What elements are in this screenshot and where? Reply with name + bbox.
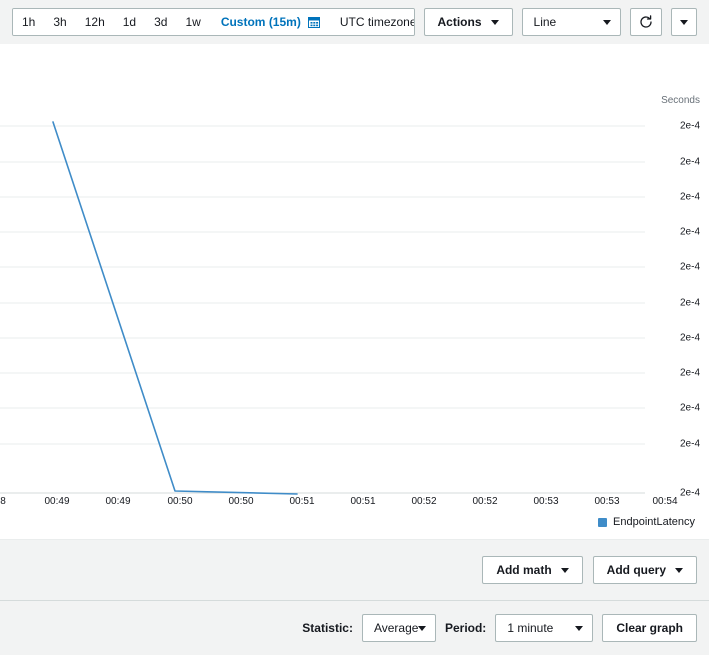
chevron-down-icon — [679, 19, 688, 25]
chart-canvas[interactable] — [0, 44, 709, 539]
legend-label: EndpointLatency — [613, 516, 695, 528]
clear-graph-button[interactable]: Clear graph — [602, 614, 697, 642]
statistic-label: Statistic: — [302, 621, 353, 635]
y-tick-9: 2e-4 — [679, 438, 700, 450]
period-select[interactable]: 1 minute — [495, 614, 594, 642]
calendar-icon[interactable] — [306, 9, 329, 35]
x-tick-11: 00:54 — [652, 496, 678, 507]
range-button-3h[interactable]: 3h — [44, 9, 76, 35]
y-tick-6: 2e-4 — [679, 332, 700, 344]
x-tick-7: 00:52 — [411, 496, 437, 507]
chevron-down-icon — [675, 567, 683, 573]
x-tick-6: 00:51 — [350, 496, 376, 507]
y-tick-4: 2e-4 — [679, 261, 700, 273]
timezone-label: UTC timezone — [339, 15, 415, 29]
x-tick-0: 8 — [0, 496, 6, 507]
x-tick-5: 00:51 — [289, 496, 315, 507]
range-button-1h[interactable]: 1h — [13, 9, 45, 35]
legend-item-endpointlatency[interactable]: EndpointLatency — [598, 516, 695, 528]
y-tick-5: 2e-4 — [679, 297, 700, 309]
query-actions-bar: Add math Add query — [0, 539, 709, 600]
gridlines — [0, 125, 645, 494]
legend-swatch-icon — [598, 517, 608, 527]
y-tick-3: 2e-4 — [679, 226, 700, 238]
add-query-button[interactable]: Add query — [592, 556, 697, 584]
y-tick-7: 2e-4 — [679, 367, 700, 379]
metric-settings-bar: Statistic: Average Period: 1 minute Clea… — [0, 600, 709, 655]
chevron-down-icon — [560, 567, 569, 573]
chevron-down-icon — [490, 19, 499, 25]
y-tick-2: 2e-4 — [679, 191, 700, 203]
chart-type-select[interactable]: Line — [521, 8, 622, 36]
chevron-down-icon — [575, 625, 584, 631]
y-tick-8: 2e-4 — [679, 402, 700, 414]
statistic-select[interactable]: Average — [361, 614, 436, 642]
range-button-1w[interactable]: 1w — [176, 9, 210, 35]
period-label: Period: — [444, 621, 487, 635]
range-button-1d[interactable]: 1d — [113, 9, 146, 35]
add-math-label: Add math — [496, 563, 552, 577]
graph-toolbar: 1h 3h 12h 1d 3d 1w Custom (15m) — [0, 0, 709, 44]
y-axis-title: Seconds — [661, 95, 700, 106]
y-tick-1: 2e-4 — [679, 156, 700, 168]
time-range-group: 1h 3h 12h 1d 3d 1w Custom (15m) — [12, 8, 415, 36]
x-tick-1: 00:49 — [44, 496, 70, 507]
refresh-options-button[interactable] — [670, 8, 697, 36]
clear-graph-label: Clear graph — [616, 621, 683, 635]
add-query-label: Add query — [606, 563, 666, 577]
refresh-icon — [640, 15, 652, 28]
x-tick-10: 00:53 — [594, 496, 620, 507]
x-tick-2: 00:49 — [105, 496, 131, 507]
chart-type-label: Line — [533, 15, 557, 29]
range-button-12h[interactable]: 12h — [75, 9, 114, 35]
add-math-button[interactable]: Add math — [482, 556, 583, 584]
x-tick-4: 00:50 — [228, 496, 254, 507]
chevron-down-icon — [603, 19, 612, 25]
chevron-down-icon — [418, 625, 427, 631]
x-tick-8: 00:52 — [472, 496, 498, 507]
refresh-button[interactable] — [630, 8, 662, 36]
period-value: 1 minute — [507, 621, 554, 635]
actions-button[interactable]: Actions — [423, 8, 513, 36]
x-tick-3: 00:50 — [167, 496, 193, 507]
x-tick-9: 00:53 — [533, 496, 559, 507]
statistic-value: Average — [373, 621, 419, 635]
series-line-endpointlatency — [52, 121, 298, 495]
y-tick-0: 2e-4 — [679, 120, 700, 132]
range-button-custom[interactable]: Custom (15m) — [209, 9, 306, 35]
y-tick-10: 2e-4 — [679, 487, 700, 499]
chart-area[interactable]: Seconds 2e-4 2e-4 2e-4 2e-4 2e-4 2e-4 2e… — [0, 44, 709, 539]
range-button-3d[interactable]: 3d — [145, 9, 177, 35]
actions-label: Actions — [437, 15, 482, 29]
timezone-select[interactable]: UTC timezone — [328, 9, 415, 35]
